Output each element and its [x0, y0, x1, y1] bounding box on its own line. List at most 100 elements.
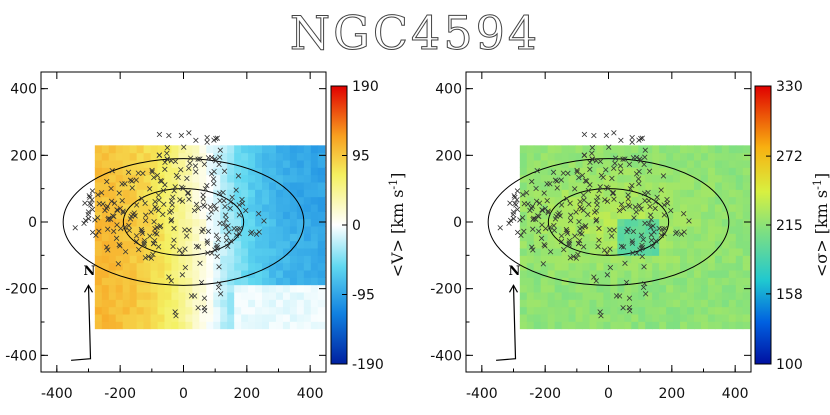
field-cell	[164, 248, 172, 256]
field-cell	[589, 262, 597, 271]
field-cell	[707, 152, 716, 161]
field-cell	[561, 196, 570, 205]
field-cell	[157, 182, 165, 190]
field-cell	[317, 270, 326, 278]
field-cell	[603, 182, 611, 190]
field-cell	[136, 248, 145, 256]
field-cell	[101, 218, 110, 227]
field-cell	[282, 277, 291, 286]
field-cell	[289, 182, 298, 190]
x-marker	[202, 186, 209, 192]
field-cell	[568, 233, 577, 242]
field-cell	[603, 240, 611, 249]
field-cell	[652, 240, 660, 249]
field-cell	[659, 284, 667, 293]
x-marker	[204, 139, 210, 145]
field-cell	[596, 284, 604, 293]
field-cell	[728, 284, 737, 293]
field-cell	[213, 299, 221, 308]
field-cell	[666, 182, 674, 190]
field-cell	[317, 218, 326, 227]
field-cell	[101, 174, 110, 183]
x-marker	[215, 284, 222, 291]
x-marker	[211, 137, 217, 143]
field-cell	[282, 174, 291, 183]
field-cell	[666, 160, 674, 168]
x-marker	[581, 152, 588, 158]
field-cell	[519, 189, 528, 198]
x-marker	[72, 225, 78, 231]
field-cell	[694, 270, 702, 278]
field-cell	[101, 321, 110, 330]
field-cell	[150, 292, 159, 300]
field-cell	[742, 248, 751, 256]
x-marker	[168, 278, 174, 284]
field-cell	[94, 292, 103, 300]
x-marker	[616, 207, 623, 214]
field-cell	[624, 270, 632, 278]
field-cell	[227, 262, 235, 271]
field-cell	[255, 314, 263, 322]
x-marker	[541, 241, 547, 248]
field-cell	[547, 226, 556, 234]
field-cell	[310, 314, 319, 322]
field-cell	[206, 196, 214, 205]
field-cell	[700, 306, 709, 315]
x-marker	[561, 246, 567, 253]
x-marker	[142, 217, 149, 224]
field-cell	[289, 284, 298, 293]
x-marker	[536, 228, 542, 234]
field-cell	[275, 233, 284, 242]
field-cell	[206, 211, 214, 220]
field-cell	[262, 240, 270, 249]
field-cell	[289, 248, 298, 256]
field-cell	[248, 182, 256, 190]
field-cell	[171, 321, 179, 330]
field-cell	[101, 284, 110, 293]
x-marker	[545, 209, 551, 216]
field-cell	[108, 233, 117, 242]
field-cell	[721, 240, 730, 249]
field-cell	[192, 174, 200, 183]
field-cell	[157, 233, 165, 242]
field-cell	[303, 226, 312, 234]
x-marker	[179, 272, 186, 278]
field-cell	[596, 167, 604, 176]
field-cell	[296, 270, 305, 278]
field-cell	[248, 189, 256, 198]
x-marker	[620, 305, 626, 311]
field-cell	[199, 167, 207, 176]
field-cell	[666, 204, 674, 212]
x-marker	[122, 181, 128, 187]
field-cell	[317, 233, 326, 242]
x-marker	[536, 200, 543, 206]
field-cell	[296, 226, 305, 234]
field-cell	[115, 270, 124, 278]
field-cell	[589, 284, 597, 293]
x-marker	[629, 134, 635, 141]
x-marker	[552, 216, 559, 222]
field-cell	[735, 145, 744, 154]
field-cell	[94, 211, 103, 220]
field-cell	[673, 182, 681, 190]
field-cell	[213, 226, 221, 234]
field-cell	[547, 240, 556, 249]
field-cell	[255, 321, 263, 330]
field-cell	[540, 145, 549, 154]
field-cell	[317, 160, 326, 168]
field-cell	[687, 277, 695, 286]
field-cell	[157, 189, 165, 198]
field-cell	[631, 270, 639, 278]
field-cell	[673, 292, 681, 300]
field-cell	[728, 226, 737, 234]
field-cell	[666, 306, 674, 315]
field-cell	[275, 321, 284, 330]
field-cell	[108, 284, 117, 293]
field-cell	[234, 270, 242, 278]
field-cell	[220, 314, 228, 322]
field-cell	[164, 152, 172, 161]
field-cell	[122, 233, 131, 242]
field-cell	[603, 174, 611, 183]
x-marker	[653, 238, 659, 244]
field-cell	[707, 218, 716, 227]
